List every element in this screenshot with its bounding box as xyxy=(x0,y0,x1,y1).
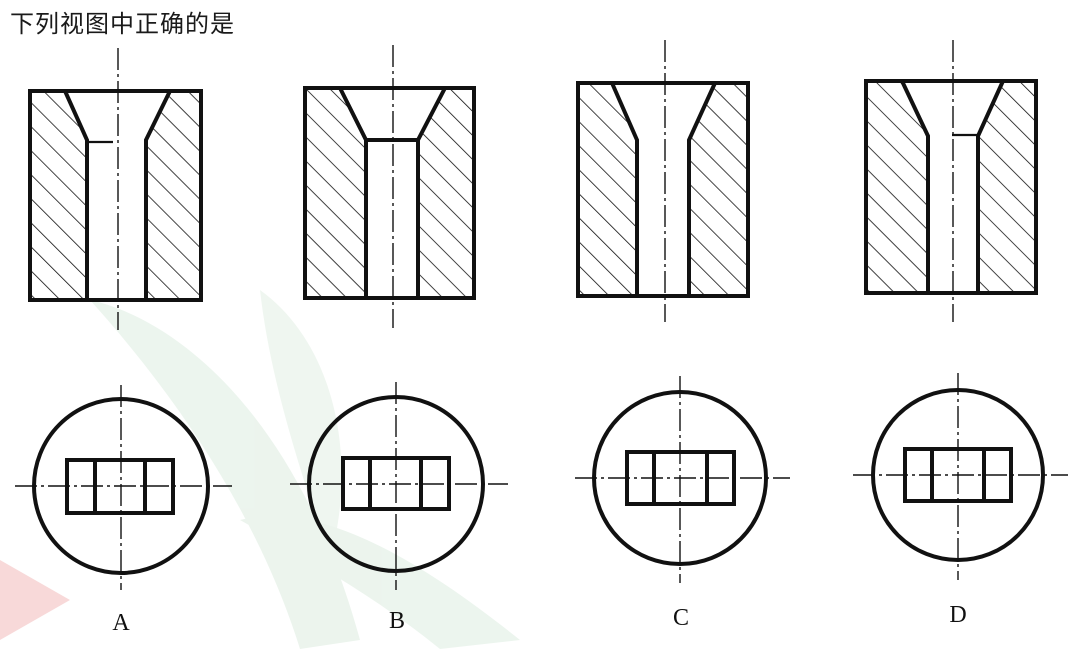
option-d-top-view xyxy=(853,373,1068,580)
option-a-label: A xyxy=(112,610,130,636)
option-b-front-view xyxy=(303,45,476,328)
option-d-front-view xyxy=(864,40,1038,322)
question-text: 下列视图中正确的是 xyxy=(10,10,235,38)
option-b-top-view xyxy=(290,382,508,590)
option-d-label: D xyxy=(949,602,966,628)
option-a-top-view xyxy=(15,385,232,590)
option-c-front-view xyxy=(576,40,750,322)
option-c-top-view xyxy=(575,376,790,583)
option-c-label: C xyxy=(673,605,689,631)
option-b-label: B xyxy=(389,608,405,634)
watermark-logo xyxy=(0,290,520,649)
option-a-front-view xyxy=(28,48,203,330)
